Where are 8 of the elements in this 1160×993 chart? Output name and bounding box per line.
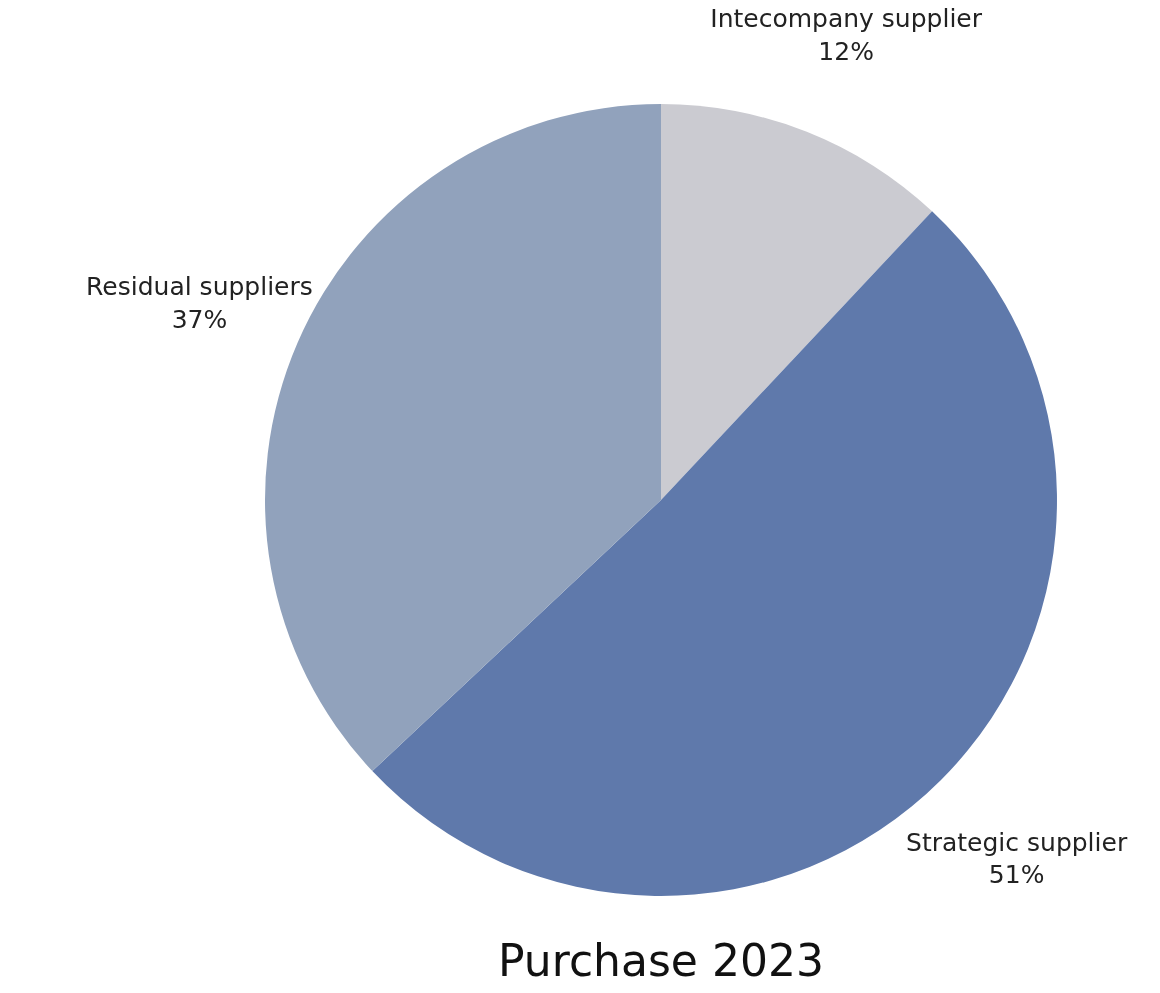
data-label: 37%	[171, 304, 228, 334]
slice-label: Intecompany supplier	[710, 4, 983, 34]
data-label: 12%	[818, 36, 874, 66]
text: Purchase 2023	[498, 935, 824, 986]
data-label: 51%	[988, 860, 1045, 890]
slice-label: Strategic supplier	[906, 827, 1128, 857]
slice-label: Residual suppliers	[86, 272, 313, 302]
pie-slice	[661, 104, 933, 500]
